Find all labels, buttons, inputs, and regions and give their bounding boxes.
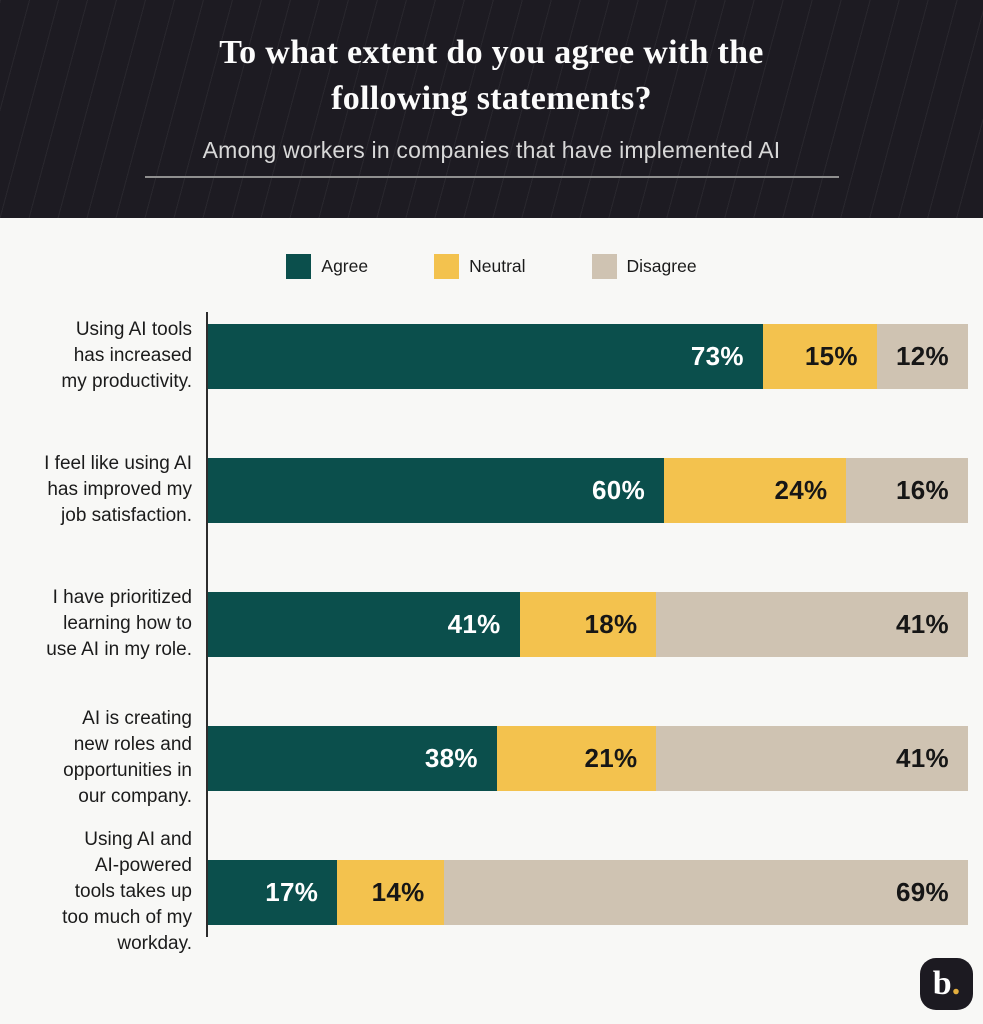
legend-swatch-disagree bbox=[591, 254, 617, 279]
statement-label-line: Using AI and bbox=[84, 829, 192, 850]
segment-value: 69% bbox=[896, 876, 949, 907]
statement-label-line: new roles and bbox=[73, 734, 192, 755]
statement-label-line: has increased bbox=[73, 345, 192, 366]
stacked-bar: 73% 15% 12% bbox=[208, 323, 968, 389]
statement-label-line: learning how to bbox=[63, 613, 192, 634]
statement-label-line: too much of my bbox=[62, 907, 192, 928]
statement-label-line: our company. bbox=[78, 786, 192, 807]
chart-title: To what extent do you agree with the fol… bbox=[0, 30, 983, 122]
legend-item-disagree: Disagree bbox=[591, 254, 697, 279]
statement-label: AI is creating new roles and opportuniti… bbox=[0, 706, 192, 810]
segment-value: 41% bbox=[896, 742, 949, 773]
header-banner: To what extent do you agree with the fol… bbox=[0, 0, 983, 218]
chart-title-line-1: To what extent do you agree with the bbox=[219, 34, 764, 71]
statement-label-line: AI is creating bbox=[82, 708, 192, 729]
segment-value: 41% bbox=[896, 608, 949, 639]
legend-item-neutral: Neutral bbox=[434, 254, 526, 279]
chart-area: Agree Neutral Disagree Using AI tools ha… bbox=[0, 254, 983, 959]
statement-label: I have prioritized learning how to use A… bbox=[0, 585, 192, 663]
legend: Agree Neutral Disagree bbox=[0, 254, 983, 279]
bar-segment-disagree: 69% bbox=[443, 859, 968, 925]
statement-label-line: use AI in my role. bbox=[46, 639, 192, 660]
stacked-bar: 38% 21% 41% bbox=[208, 725, 968, 791]
bar-segment-agree: 41% bbox=[208, 591, 520, 657]
bar-segment-neutral: 18% bbox=[519, 591, 657, 657]
bar-segment-disagree: 41% bbox=[656, 591, 968, 657]
brand-logo-dot: . bbox=[951, 965, 961, 1002]
statement-label-line: opportunities in bbox=[63, 760, 192, 781]
bar-row-workday: Using AI and AI-powered tools takes up t… bbox=[0, 825, 968, 959]
stacked-bar: 60% 24% 16% bbox=[208, 457, 968, 523]
bar-segment-agree: 38% bbox=[208, 725, 497, 791]
statement-label-line: tools takes up bbox=[74, 881, 192, 902]
bar-segment-disagree: 16% bbox=[846, 457, 968, 523]
statement-label-line: AI-powered bbox=[94, 855, 192, 876]
bar-segment-agree: 73% bbox=[208, 323, 763, 389]
segment-value: 15% bbox=[804, 340, 858, 371]
legend-swatch-neutral bbox=[434, 254, 460, 279]
bar-segment-agree: 60% bbox=[208, 457, 664, 523]
chart-subtitle: Among workers in companies that have imp… bbox=[202, 137, 781, 163]
segment-value: 60% bbox=[592, 474, 645, 505]
stacked-bar: 17% 14% 69% bbox=[208, 859, 968, 925]
statement-label-line: Using AI tools bbox=[75, 319, 192, 340]
segment-value: 16% bbox=[896, 474, 949, 505]
statement-label: I feel like using AI has improved my job… bbox=[0, 451, 192, 529]
statement-label: Using AI tools has increased my producti… bbox=[0, 317, 192, 395]
bar-segment-neutral: 21% bbox=[496, 725, 657, 791]
segment-value: 38% bbox=[424, 742, 478, 773]
stacked-bar: 41% 18% 41% bbox=[208, 591, 968, 657]
bar-segment-agree: 17% bbox=[208, 859, 338, 925]
brand-logo: b. bbox=[920, 958, 973, 1010]
bar-row-job-satisfaction: I feel like using AI has improved my job… bbox=[0, 423, 968, 557]
statement-label: Using AI and AI-powered tools takes up t… bbox=[0, 827, 192, 957]
segment-value: 12% bbox=[896, 340, 949, 371]
subtitle-underline bbox=[144, 176, 839, 178]
legend-label-agree: Agree bbox=[321, 256, 369, 276]
statement-label-line: my productivity. bbox=[61, 371, 192, 392]
chart-title-line-2: following statements? bbox=[331, 80, 652, 117]
segment-value: 73% bbox=[690, 340, 744, 371]
legend-label-disagree: Disagree bbox=[626, 256, 697, 276]
legend-item-agree: Agree bbox=[286, 254, 368, 279]
statement-label-line: I feel like using AI bbox=[44, 453, 192, 474]
statement-label-line: job satisfaction. bbox=[61, 505, 192, 526]
bar-segment-disagree: 12% bbox=[876, 323, 968, 389]
segment-value: 18% bbox=[584, 608, 638, 639]
segment-value: 24% bbox=[774, 474, 828, 505]
legend-label-neutral: Neutral bbox=[469, 256, 526, 276]
statement-label-line: workday. bbox=[117, 933, 192, 954]
segment-value: 41% bbox=[447, 608, 501, 639]
brand-logo-letter: b bbox=[932, 965, 952, 1002]
bar-row-productivity: Using AI tools has increased my producti… bbox=[0, 289, 968, 423]
segment-value: 21% bbox=[584, 742, 638, 773]
statement-label-line: has improved my bbox=[47, 479, 192, 500]
bar-segment-neutral: 14% bbox=[337, 859, 444, 925]
bar-chart: Using AI tools has increased my producti… bbox=[0, 289, 983, 959]
y-axis-line bbox=[206, 312, 208, 937]
bar-segment-neutral: 24% bbox=[664, 457, 847, 523]
bar-segment-disagree: 41% bbox=[656, 725, 968, 791]
bar-row-learning: I have prioritized learning how to use A… bbox=[0, 557, 968, 691]
segment-value: 17% bbox=[265, 876, 319, 907]
bar-row-new-roles: AI is creating new roles and opportuniti… bbox=[0, 691, 968, 825]
statement-label-line: I have prioritized bbox=[52, 587, 192, 608]
segment-value: 14% bbox=[371, 876, 425, 907]
legend-swatch-agree bbox=[286, 254, 312, 279]
bar-segment-neutral: 15% bbox=[762, 323, 877, 389]
